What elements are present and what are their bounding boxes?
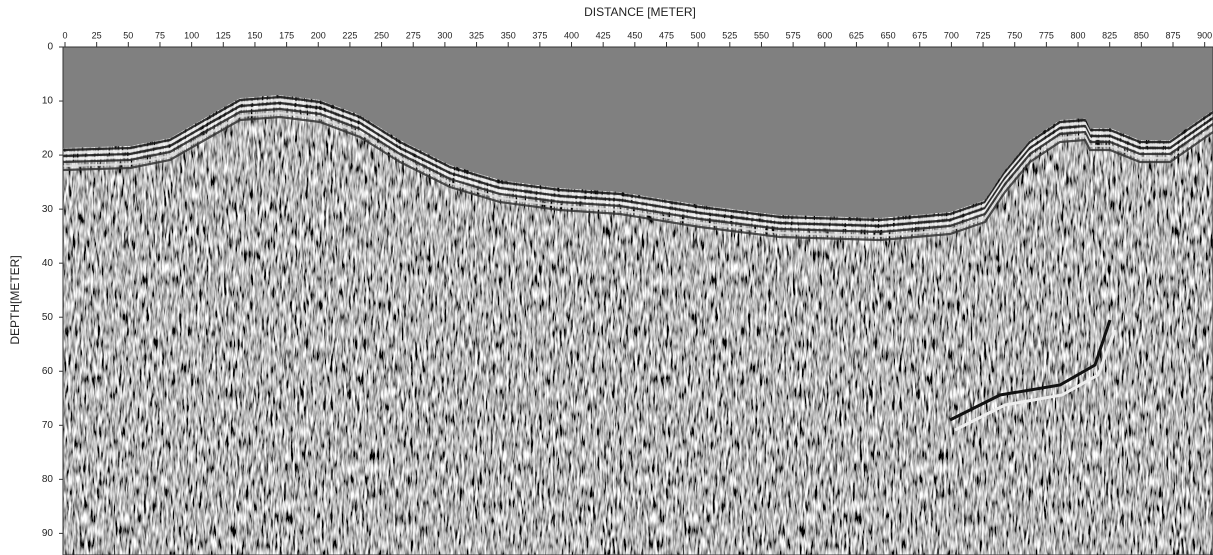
reflector <box>63 107 1213 234</box>
y-tick-label: 40 <box>42 258 54 269</box>
x-tick-label: 250 <box>374 30 389 40</box>
x-tick-label: 625 <box>849 30 864 40</box>
x-tick-label: 800 <box>1071 30 1086 40</box>
reflector <box>63 95 1213 222</box>
y-axis-title: DEPTH[METER] <box>8 255 22 344</box>
x-axis-title: DISTANCE [METER] <box>584 5 696 19</box>
water-column <box>63 47 1213 218</box>
y-tick-label: 10 <box>42 96 54 107</box>
x-tick-label: 400 <box>564 30 579 40</box>
x-tick-label: 200 <box>311 30 326 40</box>
deep-reflector <box>954 329 1117 432</box>
reflector <box>63 104 1213 231</box>
x-tick-label: 425 <box>596 30 611 40</box>
x-tick-label: 300 <box>437 30 452 40</box>
x-tick-label: 525 <box>722 30 737 40</box>
x-tick-label: 575 <box>786 30 801 40</box>
x-tick-label: 900 <box>1197 30 1212 40</box>
x-tick-label: 225 <box>342 30 357 40</box>
x-tick-label: 700 <box>944 30 959 40</box>
x-tick-label: 25 <box>92 30 102 40</box>
x-tick-label: 275 <box>406 30 421 40</box>
x-tick-label: 825 <box>1102 30 1117 40</box>
reflector <box>63 111 1213 238</box>
x-tick-label: 650 <box>881 30 896 40</box>
y-tick-label: 90 <box>42 528 54 539</box>
reflector-bands <box>63 95 1213 432</box>
reflector <box>63 115 1213 242</box>
seismic-section <box>63 47 1213 555</box>
x-tick-label: 350 <box>501 30 516 40</box>
x-tick-label: 475 <box>659 30 674 40</box>
x-tick-label: 50 <box>123 30 133 40</box>
deep-reflector <box>949 319 1112 422</box>
x-tick-label: 875 <box>1165 30 1180 40</box>
x-tick-label: 0 <box>62 30 67 40</box>
x-tick-label: 675 <box>912 30 927 40</box>
x-tick-label: 725 <box>976 30 991 40</box>
x-tick-label: 500 <box>691 30 706 40</box>
reflector <box>63 101 1213 228</box>
x-tick-label: 100 <box>184 30 199 40</box>
x-tick-label: 450 <box>627 30 642 40</box>
x-tick-label: 600 <box>817 30 832 40</box>
x-tick-label: 375 <box>532 30 547 40</box>
y-tick-label: 20 <box>42 150 54 161</box>
x-tick-label: 150 <box>247 30 262 40</box>
x-tick-label: 775 <box>1039 30 1054 40</box>
y-tick-label: 0 <box>47 42 53 53</box>
x-tick-label: 325 <box>469 30 484 40</box>
x-tick-label: 850 <box>1134 30 1149 40</box>
y-tick-label: 80 <box>42 474 54 485</box>
plot-frame <box>62 46 1213 555</box>
x-tick-label: 175 <box>279 30 294 40</box>
y-tick-label: 30 <box>42 204 54 215</box>
x-tick-label: 125 <box>216 30 231 40</box>
x-tick-label: 750 <box>1007 30 1022 40</box>
x-tick-label: 75 <box>155 30 165 40</box>
y-tick-label: 60 <box>42 366 54 377</box>
y-tick-label: 50 <box>42 312 54 323</box>
y-tick-label: 70 <box>42 420 54 431</box>
x-tick-label: 550 <box>754 30 769 40</box>
reflector <box>63 98 1213 225</box>
